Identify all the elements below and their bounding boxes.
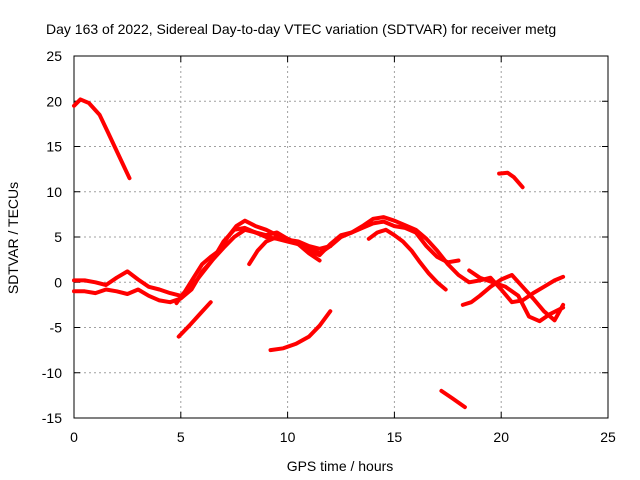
y-tick-label: 15 (46, 139, 62, 155)
x-tick-label: 20 (493, 429, 509, 445)
x-tick-label: 5 (177, 429, 185, 445)
series-line-sat-10 (268, 309, 333, 353)
y-tick-label: 5 (54, 229, 62, 245)
x-tick-label: 15 (387, 429, 403, 445)
y-tick-label: -10 (42, 365, 62, 381)
series-line-sat-9 (176, 300, 213, 339)
series-line-sat-11 (439, 388, 467, 410)
series-line-sat-4 (174, 218, 333, 306)
x-axis-label: GPS time / hours (287, 458, 394, 474)
series-line-sat-3 (72, 219, 461, 305)
chart-title: Day 163 of 2022, Sidereal Day-to-day VTE… (46, 21, 556, 37)
y-tick-label: 0 (54, 274, 62, 290)
series-line-sat-8 (467, 268, 566, 324)
x-tick-label: 0 (70, 429, 78, 445)
series-line-sat-6 (366, 227, 448, 292)
y-tick-label: 25 (46, 48, 62, 64)
y-tick-label: 20 (46, 93, 62, 109)
series-line-sat-5 (247, 235, 322, 267)
x-tick-label: 25 (600, 429, 616, 445)
y-tick-label: -5 (50, 320, 63, 336)
data-series (72, 97, 566, 410)
axis-ticks: 0 5 10 15 20 25 -15 -10 -5 0 5 10 15 20 25 (42, 48, 616, 445)
y-axis-label: SDTVAR / TECUs (5, 182, 21, 294)
y-tick-label: 10 (46, 184, 62, 200)
x-tick-label: 10 (280, 429, 296, 445)
series-line-sat-1 (72, 97, 132, 181)
series-line-sat-12 (497, 170, 525, 190)
y-tick-label: -15 (42, 410, 62, 426)
